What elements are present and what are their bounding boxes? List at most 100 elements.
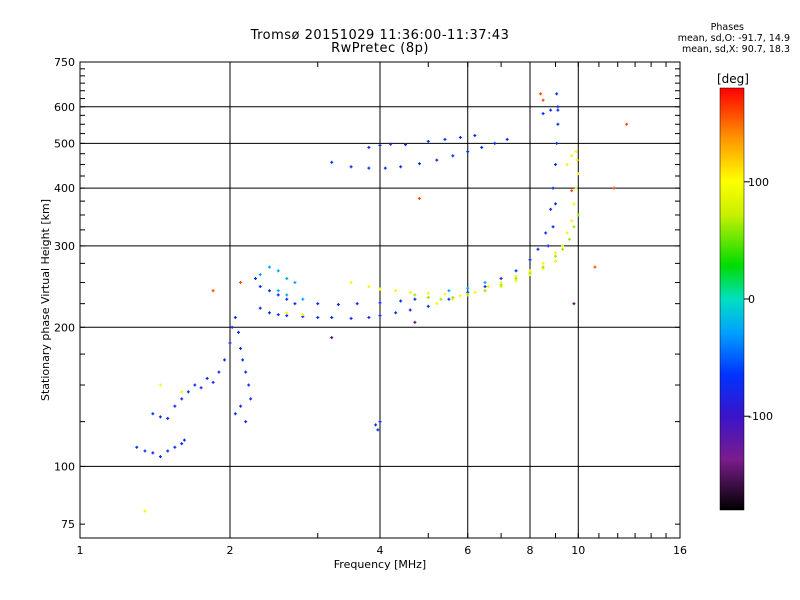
data-point bbox=[625, 122, 629, 126]
data-point bbox=[544, 231, 548, 235]
data-point bbox=[546, 244, 550, 248]
phases-stats-x-mode: mean, sd,X: 90.7, 18.3 bbox=[681, 44, 790, 55]
data-point bbox=[383, 166, 387, 170]
data-point bbox=[541, 112, 545, 116]
data-point bbox=[285, 297, 289, 301]
data-point bbox=[408, 308, 412, 312]
data-point bbox=[505, 137, 509, 141]
data-point bbox=[435, 158, 439, 162]
y-tick-label: 200 bbox=[54, 321, 75, 334]
data-point bbox=[458, 135, 462, 139]
phases-stats-title: Phases bbox=[710, 22, 744, 33]
data-point bbox=[483, 285, 487, 289]
data-point bbox=[413, 293, 417, 297]
data-point bbox=[267, 311, 271, 315]
chart-subtitle: RwPretec (8p) bbox=[331, 41, 429, 56]
data-point bbox=[301, 297, 305, 301]
data-point bbox=[553, 202, 557, 206]
data-point bbox=[199, 386, 203, 390]
data-point bbox=[556, 108, 560, 112]
data-point bbox=[435, 302, 439, 306]
data-point bbox=[483, 281, 487, 285]
data-point bbox=[158, 455, 162, 459]
data-point bbox=[553, 251, 557, 255]
data-point bbox=[528, 258, 532, 262]
data-point bbox=[541, 98, 545, 102]
data-point bbox=[293, 302, 297, 306]
data-point bbox=[499, 277, 503, 281]
data-point bbox=[426, 296, 430, 300]
data-point bbox=[426, 291, 430, 295]
data-point bbox=[539, 92, 543, 96]
data-point bbox=[244, 420, 248, 424]
data-point bbox=[572, 202, 576, 206]
data-point bbox=[230, 325, 234, 329]
data-point bbox=[285, 293, 289, 297]
data-point bbox=[561, 244, 565, 248]
data-point bbox=[367, 145, 371, 149]
y-tick-label: 75 bbox=[61, 518, 75, 531]
data-point bbox=[258, 273, 262, 277]
data-point bbox=[135, 445, 139, 449]
data-point bbox=[541, 265, 545, 269]
data-point bbox=[378, 143, 382, 147]
data-point bbox=[426, 139, 430, 143]
data-point bbox=[173, 404, 177, 408]
data-point bbox=[276, 293, 280, 297]
x-tick-label: 4 bbox=[377, 544, 384, 557]
data-point bbox=[151, 451, 155, 455]
data-point bbox=[239, 346, 243, 350]
data-point bbox=[143, 509, 147, 513]
data-point bbox=[612, 186, 616, 190]
data-point bbox=[451, 296, 455, 300]
data-point bbox=[236, 330, 240, 334]
data-point bbox=[330, 315, 334, 319]
data-point bbox=[285, 277, 289, 281]
data-point bbox=[549, 207, 553, 211]
data-point bbox=[466, 292, 470, 296]
data-point bbox=[570, 189, 574, 193]
data-point bbox=[330, 160, 334, 164]
data-point bbox=[253, 277, 257, 281]
data-point bbox=[417, 162, 421, 166]
data-point bbox=[528, 271, 532, 275]
data-point bbox=[378, 287, 382, 291]
data-point bbox=[316, 315, 320, 319]
data-point bbox=[572, 302, 576, 306]
data-point bbox=[374, 423, 378, 427]
data-point bbox=[330, 336, 334, 340]
data-point bbox=[567, 237, 571, 241]
data-point bbox=[499, 283, 503, 287]
data-point bbox=[166, 416, 170, 420]
y-tick-label: 750 bbox=[54, 56, 75, 69]
colorbar bbox=[719, 87, 745, 511]
data-point bbox=[276, 313, 280, 317]
x-axis-label: Frequency [MHz] bbox=[334, 558, 426, 571]
data-point bbox=[217, 370, 221, 374]
data-point bbox=[276, 269, 280, 273]
data-point bbox=[241, 358, 245, 362]
data-point bbox=[223, 358, 227, 362]
data-point bbox=[205, 376, 209, 380]
data-point bbox=[355, 302, 359, 306]
data-point bbox=[378, 301, 382, 305]
data-point bbox=[378, 314, 382, 318]
data-point bbox=[244, 370, 248, 374]
data-point bbox=[593, 265, 597, 269]
data-point bbox=[158, 383, 162, 387]
data-point bbox=[486, 285, 490, 289]
data-point bbox=[367, 166, 371, 170]
x-axis: 1 2 4 6 8 10 16 bbox=[77, 62, 687, 557]
data-point bbox=[408, 290, 412, 294]
data-point bbox=[417, 196, 421, 200]
data-point bbox=[389, 142, 393, 146]
data-point bbox=[173, 445, 177, 449]
data-point bbox=[576, 172, 580, 176]
data-point bbox=[556, 105, 560, 109]
data-point bbox=[536, 247, 540, 251]
data-point bbox=[466, 150, 470, 154]
data-point bbox=[551, 225, 555, 229]
data-point bbox=[182, 438, 186, 442]
x-tick-label: 10 bbox=[571, 544, 585, 557]
